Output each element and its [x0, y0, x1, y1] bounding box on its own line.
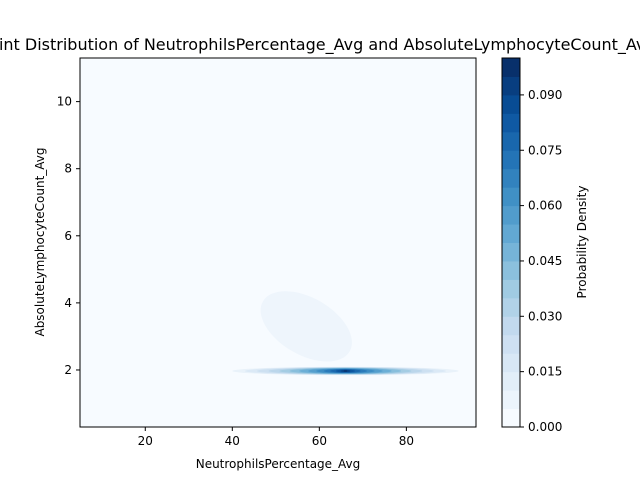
colorbar-level — [502, 224, 520, 243]
colorbar-tick-label: 0.000 — [528, 420, 562, 434]
y-tick-label: 10 — [57, 95, 72, 109]
colorbar-level — [502, 371, 520, 391]
colorbar-level — [502, 279, 520, 299]
colorbar-level — [502, 205, 520, 225]
colorbar-level — [502, 353, 520, 373]
colorbar-tick-label: 0.060 — [528, 199, 562, 213]
plot-background — [80, 58, 476, 427]
colorbar-level — [502, 408, 520, 428]
colorbar-level — [502, 113, 520, 133]
y-tick-label: 4 — [64, 296, 72, 310]
colorbar-level — [502, 297, 520, 317]
colorbar-label: Probability Density — [575, 186, 589, 299]
colorbar-frame — [501, 57, 521, 428]
x-tick-label: 60 — [312, 434, 327, 448]
colorbar: 0.000 0.015 0.030 0.045 0.060 0.075 0.090 Prob… — [501, 57, 589, 434]
x-axis-label: NeutrophilsPercentage_Avg — [196, 457, 361, 471]
x-tick-label: 40 — [225, 434, 240, 448]
colorbar-steps — [502, 58, 520, 428]
colorbar-level — [502, 168, 520, 188]
colorbar-ticks: 0.000 0.015 0.030 0.045 0.060 0.075 0.090 — [520, 88, 562, 434]
plot-area — [79, 57, 477, 428]
x-tick-label: 80 — [399, 434, 414, 448]
colorbar-tick-label: 0.015 — [528, 365, 562, 379]
chart-title: Joint Distribution of NeutrophilsPercent… — [0, 35, 640, 55]
density-region — [232, 366, 459, 376]
colorbar-level — [502, 58, 520, 77]
colorbar-tick-label: 0.075 — [528, 143, 562, 157]
density-contour — [343, 370, 348, 372]
density-layer — [232, 291, 459, 376]
colorbar-level — [502, 187, 520, 207]
colorbar-tick-label: 0.030 — [528, 309, 562, 323]
y-axis: 2 4 6 8 10 — [57, 95, 80, 377]
density-region — [260, 291, 352, 362]
y-tick-label: 6 — [64, 229, 72, 243]
x-tick-label: 20 — [138, 434, 153, 448]
x-axis: 20 40 60 80 — [138, 427, 414, 448]
colorbar-tick-label: 0.090 — [528, 88, 562, 102]
y-axis-label: AbsoluteLymphocyteCount_Avg — [33, 147, 47, 336]
colorbar-level — [502, 260, 520, 280]
colorbar-level — [502, 131, 520, 151]
colorbar-level — [502, 76, 520, 96]
y-tick-label: 2 — [64, 363, 72, 377]
colorbar-level — [502, 242, 520, 262]
colorbar-tick-label: 0.045 — [528, 254, 562, 268]
density-contour — [260, 291, 352, 362]
colorbar-level — [502, 94, 520, 114]
colorbar-level — [502, 316, 520, 336]
colorbar-level — [502, 390, 520, 410]
colorbar-level — [502, 150, 520, 170]
plot-frame — [79, 57, 477, 428]
colorbar-level — [502, 334, 520, 354]
y-tick-label: 8 — [64, 162, 72, 176]
